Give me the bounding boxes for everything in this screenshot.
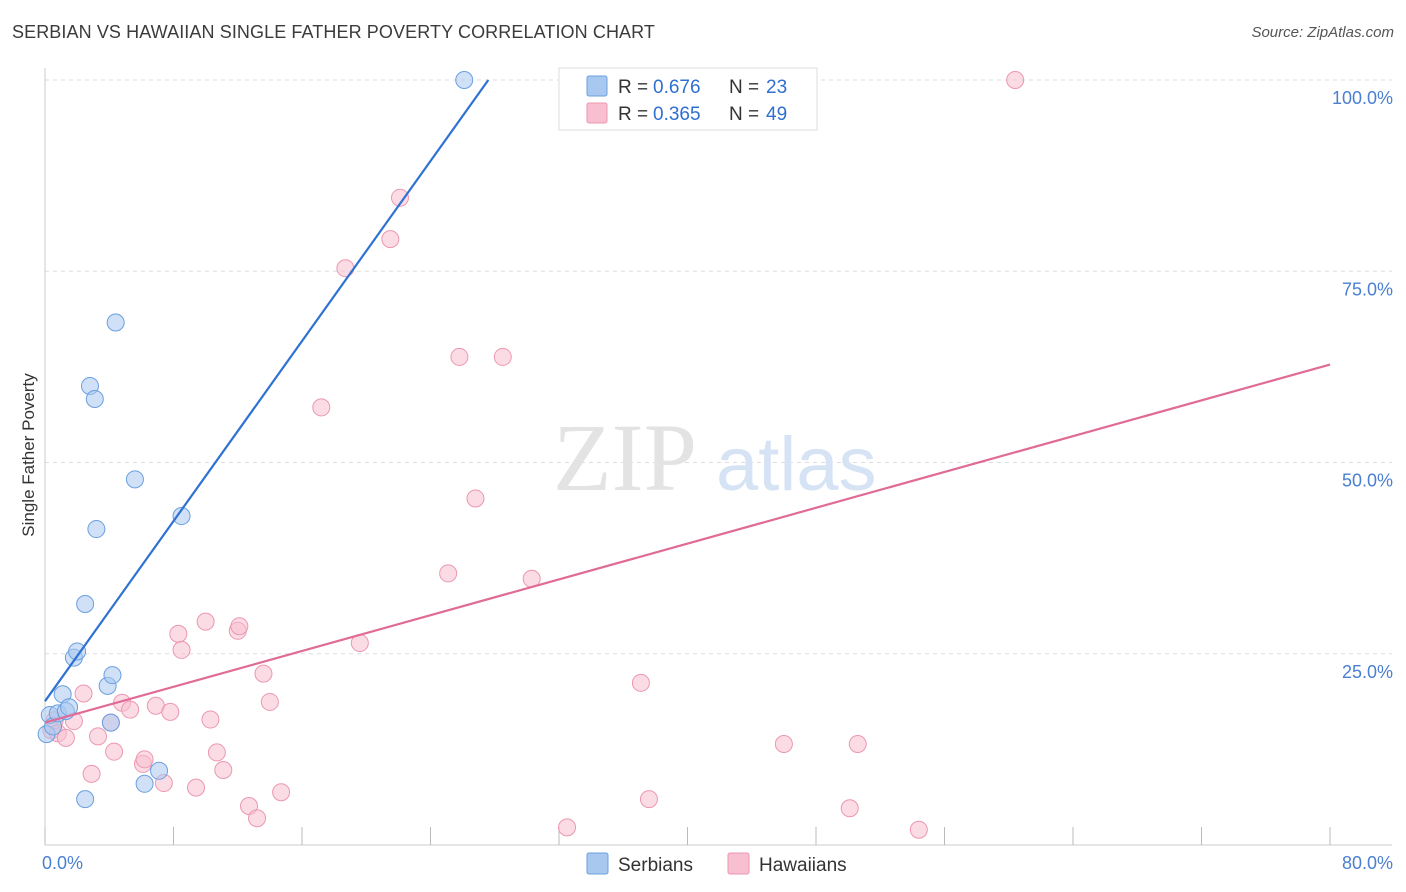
- serbian-point: [103, 666, 122, 685]
- legend-serbian-n-label: N =: [729, 77, 759, 98]
- y-tick-label: 100.0%: [1332, 88, 1393, 108]
- hawaiian-point: [558, 818, 577, 837]
- serbian-point: [85, 390, 104, 409]
- hawaiian-point: [631, 673, 650, 692]
- legend-serbian-swatch: [586, 75, 608, 97]
- serbian-point: [68, 642, 87, 661]
- hawaiian-point: [254, 664, 273, 683]
- bottom-legend-hawaiian-label: Hawaiians: [759, 855, 847, 876]
- x-tick-label-max: 80.0%: [1342, 853, 1393, 873]
- hawaiian-point: [450, 347, 469, 366]
- legend-serbian-r: 0.676: [653, 77, 701, 98]
- serbian-point: [150, 761, 169, 780]
- hawaiian-points: [42, 71, 1025, 839]
- legend-hawaiian-swatch: [586, 102, 608, 124]
- serbian-point: [76, 595, 95, 614]
- legend-hawaiian-r: 0.365: [653, 104, 701, 125]
- hawaiian-point: [639, 790, 658, 809]
- hawaiian-point: [336, 259, 355, 278]
- hawaiian-point: [390, 188, 409, 207]
- series-legend: Serbians Hawaiians: [586, 852, 847, 876]
- serbian-trend-line: [44, 79, 490, 702]
- legend-hawaiian-n: 49: [766, 104, 787, 125]
- tick-labels: 25.0% 50.0% 75.0% 100.0% 0.0% 80.0%: [42, 88, 1393, 873]
- bottom-legend-hawaiian-swatch: [727, 852, 750, 875]
- hawaiian-point: [909, 820, 928, 839]
- legend-serbian-n: 23: [766, 77, 787, 98]
- watermark-atlas: atlas: [716, 422, 877, 507]
- legend-hawaiian-r-label: R =: [618, 104, 648, 125]
- hawaiian-point: [214, 761, 233, 780]
- bottom-legend-serbian-swatch: [586, 852, 609, 875]
- hawaiian-point: [201, 710, 220, 729]
- hawaiian-point: [196, 612, 215, 631]
- x-tick-label-min: 0.0%: [42, 853, 83, 873]
- gridlines: [45, 79, 1392, 655]
- hawaiian-point: [439, 564, 458, 583]
- hawaiian-point: [260, 692, 279, 711]
- serbian-point: [106, 313, 125, 332]
- correlation-legend: R = 0.676 N = 23 R = 0.365 N = 49: [558, 67, 818, 131]
- hawaiian-point: [82, 764, 101, 783]
- hawaiian-point: [248, 809, 267, 828]
- hawaiian-point: [169, 624, 188, 643]
- serbian-point: [455, 71, 474, 89]
- hawaiian-point: [89, 727, 108, 746]
- legend-serbian-r-label: R =: [618, 77, 648, 98]
- hawaiian-point: [493, 347, 512, 366]
- legend-hawaiian-n-label: N =: [729, 104, 759, 125]
- hawaiian-point: [74, 684, 93, 703]
- hawaiian-point: [230, 617, 249, 636]
- chart-title: SERBIAN VS HAWAIIAN SINGLE FATHER POVERT…: [12, 22, 656, 42]
- trend-lines: [44, 79, 1331, 724]
- hawaiian-point: [56, 728, 75, 747]
- serbian-point: [76, 790, 95, 809]
- serbian-points: [37, 71, 474, 809]
- serbian-point: [135, 774, 154, 793]
- watermark-zip: ZIP: [553, 404, 697, 511]
- hawaiian-trend-line: [44, 363, 1331, 724]
- hawaiian-point: [848, 735, 867, 754]
- serbian-point: [172, 507, 191, 526]
- hawaiian-point: [1006, 71, 1025, 89]
- y-tick-label: 25.0%: [1342, 662, 1393, 682]
- hawaiian-point: [466, 489, 485, 508]
- hawaiian-point: [207, 743, 226, 762]
- hawaiian-point: [840, 799, 859, 818]
- hawaiian-point: [172, 640, 191, 659]
- source-label: Source: ZipAtlas.com: [1251, 24, 1394, 41]
- hawaiian-point: [186, 778, 205, 797]
- serbian-point: [125, 470, 144, 489]
- hawaiian-point: [121, 700, 140, 719]
- hawaiian-point: [381, 230, 400, 249]
- serbian-point: [101, 713, 120, 732]
- y-axis-label: Single Father Poverty: [19, 373, 38, 537]
- hawaiian-point: [135, 750, 154, 769]
- y-tick-label: 75.0%: [1342, 279, 1393, 299]
- hawaiian-point: [774, 735, 793, 754]
- hawaiian-point: [161, 702, 180, 721]
- hawaiian-point: [105, 742, 124, 761]
- watermark: ZIP atlas: [553, 404, 877, 511]
- serbian-point: [87, 520, 106, 539]
- hawaiian-point: [272, 783, 291, 802]
- hawaiian-point: [312, 398, 331, 417]
- bottom-legend-serbian-label: Serbians: [618, 855, 693, 876]
- y-tick-label: 50.0%: [1342, 471, 1393, 491]
